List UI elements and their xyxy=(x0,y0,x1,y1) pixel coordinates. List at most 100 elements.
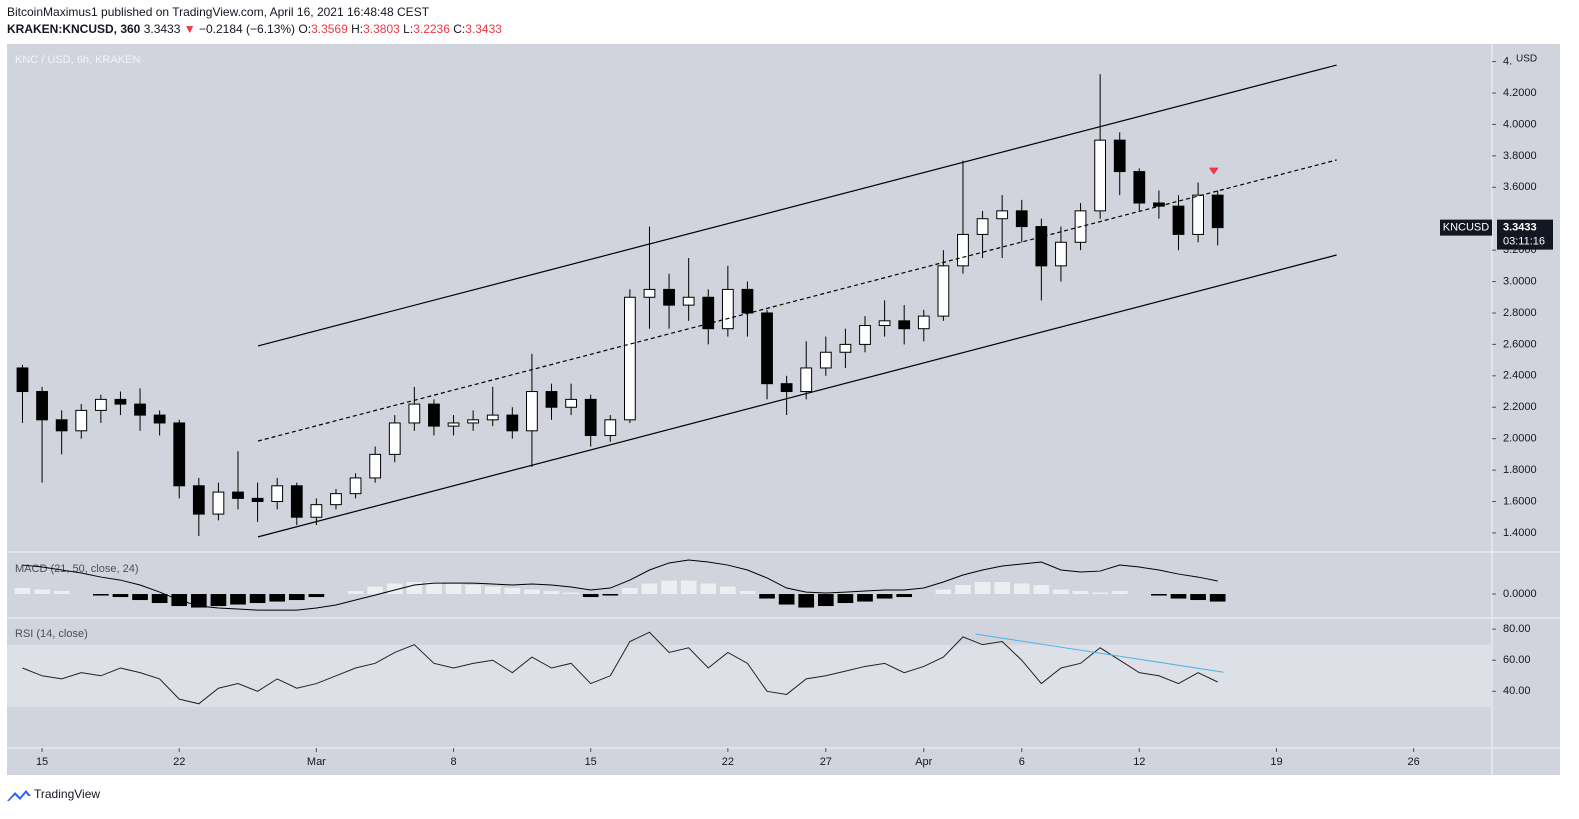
histogram-bar xyxy=(524,589,540,595)
quote-value: 3.3803 xyxy=(363,22,400,36)
histogram-bar xyxy=(1013,583,1030,595)
histogram-bar xyxy=(445,583,462,595)
rsi-line xyxy=(22,631,1218,705)
histogram-bar xyxy=(504,588,521,595)
histogram-bar xyxy=(34,589,50,595)
y-tick-label: 1.6000 xyxy=(1503,495,1537,507)
x-tick-label: 6 xyxy=(1019,756,1025,768)
candle-body xyxy=(16,367,29,393)
candle-body xyxy=(702,296,715,330)
histogram-bar xyxy=(582,594,599,598)
rsi-band xyxy=(7,644,1492,707)
ticker-box xyxy=(1440,219,1492,236)
candle-body xyxy=(55,419,68,432)
candle-body xyxy=(134,403,146,416)
candle-body xyxy=(1172,205,1185,235)
candle-body xyxy=(232,491,244,499)
candle-body xyxy=(526,391,538,432)
arrow: ▼ xyxy=(183,22,196,36)
candle-body xyxy=(643,288,656,298)
x-tick-label: 8 xyxy=(450,756,456,768)
last: 3.3433 xyxy=(143,22,181,36)
y-tick-label: 2.6000 xyxy=(1503,338,1537,350)
histogram-bar xyxy=(563,592,579,595)
y-tick-label: 3.6000 xyxy=(1503,181,1537,193)
x-tick-label: 12 xyxy=(1133,756,1145,768)
y-tick-label: 3.2000 xyxy=(1503,244,1537,256)
price-box xyxy=(1497,219,1553,250)
candle-body xyxy=(859,325,871,345)
candle-body xyxy=(173,422,186,487)
candle-body xyxy=(721,288,734,330)
histogram-bar xyxy=(132,594,148,601)
histogram-bar xyxy=(210,594,227,607)
y-tick-label: 80.00 xyxy=(1503,623,1531,635)
channel-line xyxy=(257,64,1337,347)
candle-body xyxy=(1211,194,1224,229)
candle-body xyxy=(1055,241,1067,267)
histogram-bar xyxy=(288,594,305,601)
candle-body xyxy=(271,485,284,503)
x-tick-label: 15 xyxy=(585,756,597,768)
histogram-bar xyxy=(269,594,286,602)
histogram-bar xyxy=(112,594,129,598)
candle-body xyxy=(192,485,205,515)
x-tick-label: Mar xyxy=(307,756,326,768)
y-tick-label: 0.0000 xyxy=(1503,588,1537,600)
candle-body xyxy=(898,320,911,330)
x-tick-label: 15 xyxy=(36,756,48,768)
candle-body xyxy=(663,288,675,306)
histogram-bar xyxy=(230,594,246,605)
histogram-bar xyxy=(367,586,384,595)
ticker: KNCUSD xyxy=(1443,222,1490,234)
candle-body xyxy=(330,493,342,506)
channel-line xyxy=(257,159,1337,442)
price-title: KNC / USD, 6h, KRAKEN xyxy=(15,54,140,66)
histogram-bar xyxy=(602,594,619,596)
candle-body xyxy=(506,414,519,432)
candle-body xyxy=(290,485,303,518)
y-tick-label: 2.2000 xyxy=(1503,401,1537,413)
candle-body xyxy=(1113,139,1126,173)
x-tick-label: 27 xyxy=(820,756,832,768)
histogram-bar xyxy=(1209,594,1226,602)
histogram-bar xyxy=(641,583,658,595)
candle-body xyxy=(251,497,264,503)
histogram-bar xyxy=(622,588,638,595)
histogram-bar xyxy=(1092,592,1108,595)
histogram-bar xyxy=(465,585,481,595)
x-tick-label: 26 xyxy=(1408,756,1420,768)
histogram-bar xyxy=(759,594,775,599)
candle-body xyxy=(761,312,773,385)
quote-label: O: xyxy=(298,22,312,36)
x-tick-label: 22 xyxy=(173,756,185,768)
histogram-bar xyxy=(426,582,442,595)
candle-body xyxy=(408,403,421,424)
candle-body xyxy=(94,398,107,411)
histogram-bar xyxy=(1190,594,1206,601)
x-tick-label: Apr xyxy=(915,756,932,768)
ohlc: O:3.3569 H:3.3803 L:3.2236 C:3.3433 xyxy=(298,22,502,36)
candle-body xyxy=(388,422,401,455)
change: −0.2184 (−6.13%) xyxy=(198,22,296,36)
y-tick-label: 3.8000 xyxy=(1503,150,1537,162)
y-tick-label: 4.2000 xyxy=(1503,87,1537,99)
candle-body xyxy=(447,422,460,427)
x-tick-label: 22 xyxy=(722,756,734,768)
histogram-bar xyxy=(1151,594,1167,596)
candle-body xyxy=(467,419,480,424)
x-tick-label: 19 xyxy=(1270,756,1282,768)
candle-body xyxy=(741,288,754,314)
candle-body xyxy=(682,296,695,306)
candle-body xyxy=(996,210,1009,220)
y-tick-label: 2.8000 xyxy=(1503,307,1537,319)
y-tick-label: 3.0000 xyxy=(1503,275,1537,287)
quote-label: L: xyxy=(403,22,414,36)
histogram-bar xyxy=(1072,591,1089,595)
logo xyxy=(7,790,31,801)
histogram-bar xyxy=(720,586,736,595)
candle-body xyxy=(957,233,969,267)
header: BitcoinMaximus1 published on TradingView… xyxy=(7,4,502,38)
y-tick-label: 2.0000 xyxy=(1503,433,1537,445)
